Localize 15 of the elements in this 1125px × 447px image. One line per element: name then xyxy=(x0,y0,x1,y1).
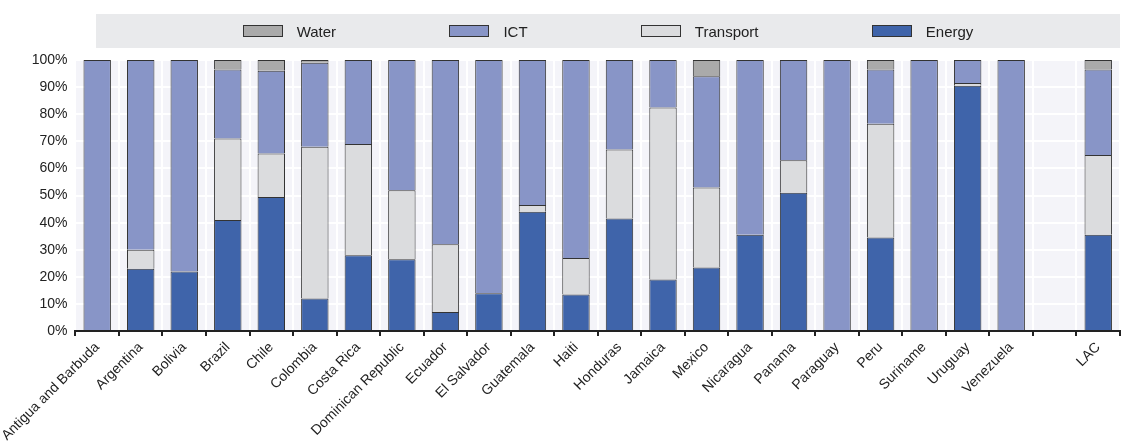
y-tick-label: 70% xyxy=(39,132,68,149)
legend-label: Water xyxy=(296,22,337,40)
y-tick-label: 20% xyxy=(39,267,68,284)
y-tick-label: 40% xyxy=(39,213,68,230)
y-tick-label: 100% xyxy=(31,50,68,67)
y-tick-label: 50% xyxy=(39,186,68,203)
y-tick-label: 80% xyxy=(39,105,68,122)
legend-label: ICT xyxy=(503,22,528,40)
legend-label: Transport xyxy=(694,22,759,40)
y-tick-label: 10% xyxy=(39,294,68,311)
y-tick-label: 0% xyxy=(47,321,68,338)
y-tick-label: 60% xyxy=(39,159,68,176)
legend-label: Energy xyxy=(925,22,974,40)
y-tick-label: 90% xyxy=(39,77,68,94)
y-tick-label: 30% xyxy=(39,240,68,257)
